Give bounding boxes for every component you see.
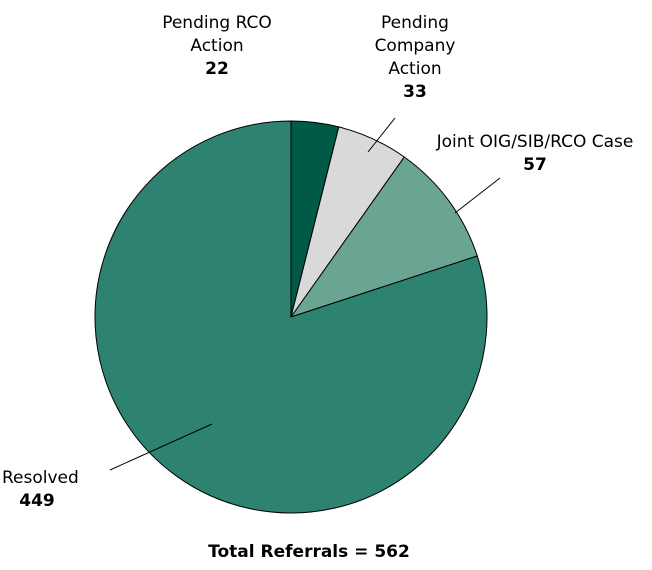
value-label: 57 xyxy=(523,155,547,175)
slice-label: Resolved 449 xyxy=(2,467,79,513)
value-label: 22 xyxy=(205,59,229,79)
leader-line xyxy=(367,117,396,153)
category-name: Joint OIG/SIB/RCO Case xyxy=(436,132,634,152)
leader-line xyxy=(454,177,501,214)
slice-label: Pending Company Action 33 xyxy=(363,12,467,104)
pie-slice xyxy=(289,156,478,318)
value-label: 449 xyxy=(19,491,55,511)
category-name: Pending RCO Action xyxy=(162,13,272,56)
leader-line xyxy=(109,423,213,471)
pie-slice xyxy=(94,120,488,514)
footer: Total Referrals = 562 xyxy=(208,542,410,562)
category-name: Resolved xyxy=(2,468,79,488)
value-label: 33 xyxy=(403,82,427,102)
slice-label: Joint OIG/SIB/RCO Case 57 xyxy=(420,131,650,177)
category-name: Pending Company Action xyxy=(374,13,456,79)
slice-label: Pending RCO Action 22 xyxy=(152,12,282,81)
